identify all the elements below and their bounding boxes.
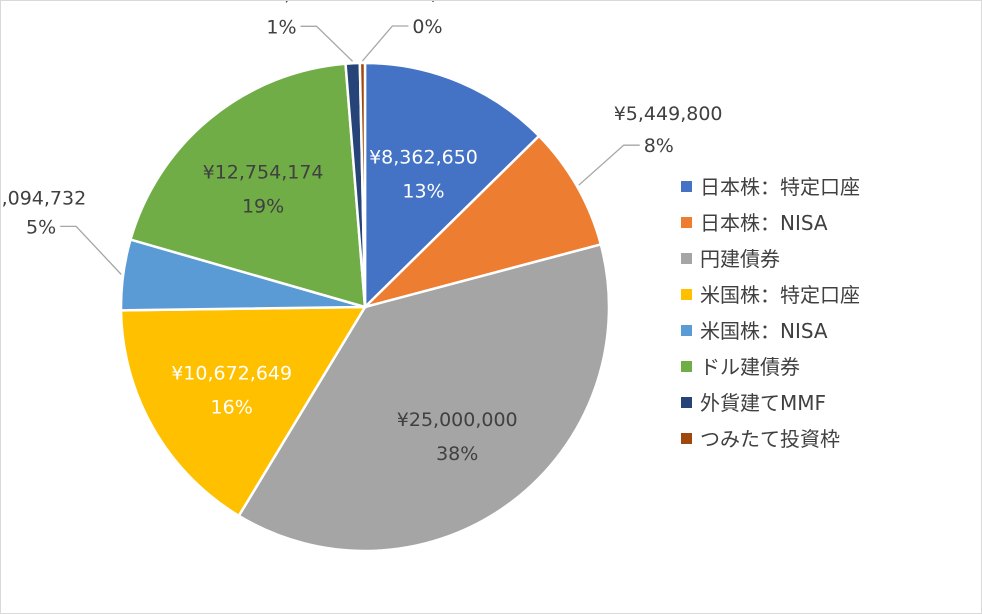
- legend-swatch: [681, 289, 692, 300]
- data-label-value: ¥12,754,174: [203, 161, 324, 183]
- leader-line: [60, 225, 122, 275]
- leader-line: [578, 144, 640, 186]
- pie-slice: [119, 305, 368, 518]
- data-labels: ¥8,362,650 13% ¥5,449,800 8% ¥25,000,000 38% ¥…: [1, 1, 723, 465]
- data-label-value: ¥8,362,650: [369, 146, 478, 168]
- pie-slices: [119, 61, 611, 553]
- data-label-percent: 1%: [266, 16, 296, 38]
- data-label-percent: 5%: [26, 216, 56, 238]
- data-label-value: ¥223,090: [382, 1, 473, 5]
- legend-swatch: [681, 325, 692, 336]
- pie-slice: [363, 61, 541, 310]
- data-label-value: ¥10,672,649: [171, 362, 292, 384]
- legend-swatch: [681, 253, 692, 264]
- legend-label: 日本株：NISA: [700, 211, 828, 235]
- legend-label: 米国株：特定口座: [700, 283, 860, 307]
- pie-slice: [360, 134, 603, 310]
- legend-label: 外貨建てMMF: [700, 391, 826, 415]
- legend-label: つみたて投資枠: [700, 427, 840, 451]
- data-label-percent: 19%: [242, 195, 284, 217]
- legend-swatch: [681, 361, 692, 372]
- legend-label: 円建債券: [700, 247, 780, 271]
- data-label-percent: 16%: [211, 396, 253, 418]
- legend-label: 米国株：NISA: [700, 319, 828, 343]
- data-label-value: ¥3,094,732: [1, 187, 86, 209]
- pie-slice: [358, 61, 367, 308]
- legend-swatch: [681, 397, 692, 408]
- leader-lines: [60, 25, 640, 275]
- pie-slice: [237, 242, 611, 553]
- legend-swatch: [681, 181, 692, 192]
- data-label-percent: 8%: [644, 135, 674, 157]
- data-label-percent: 0%: [412, 16, 442, 38]
- data-label-percent: 13%: [402, 180, 444, 202]
- legend-swatch: [681, 217, 692, 228]
- legend-swatch: [681, 433, 692, 444]
- legend-label: 日本株：特定口座: [700, 175, 860, 199]
- pie-slice: [128, 62, 367, 309]
- data-label-percent: 38%: [436, 443, 478, 465]
- data-label-value: ¥25,000,000: [397, 409, 518, 431]
- leader-line: [300, 25, 354, 62]
- data-label-value: ¥5,449,800: [614, 103, 723, 125]
- leader-line: [361, 25, 409, 62]
- data-label-value: ¥618,061: [236, 1, 327, 5]
- legend-label: ドル建債券: [700, 355, 800, 379]
